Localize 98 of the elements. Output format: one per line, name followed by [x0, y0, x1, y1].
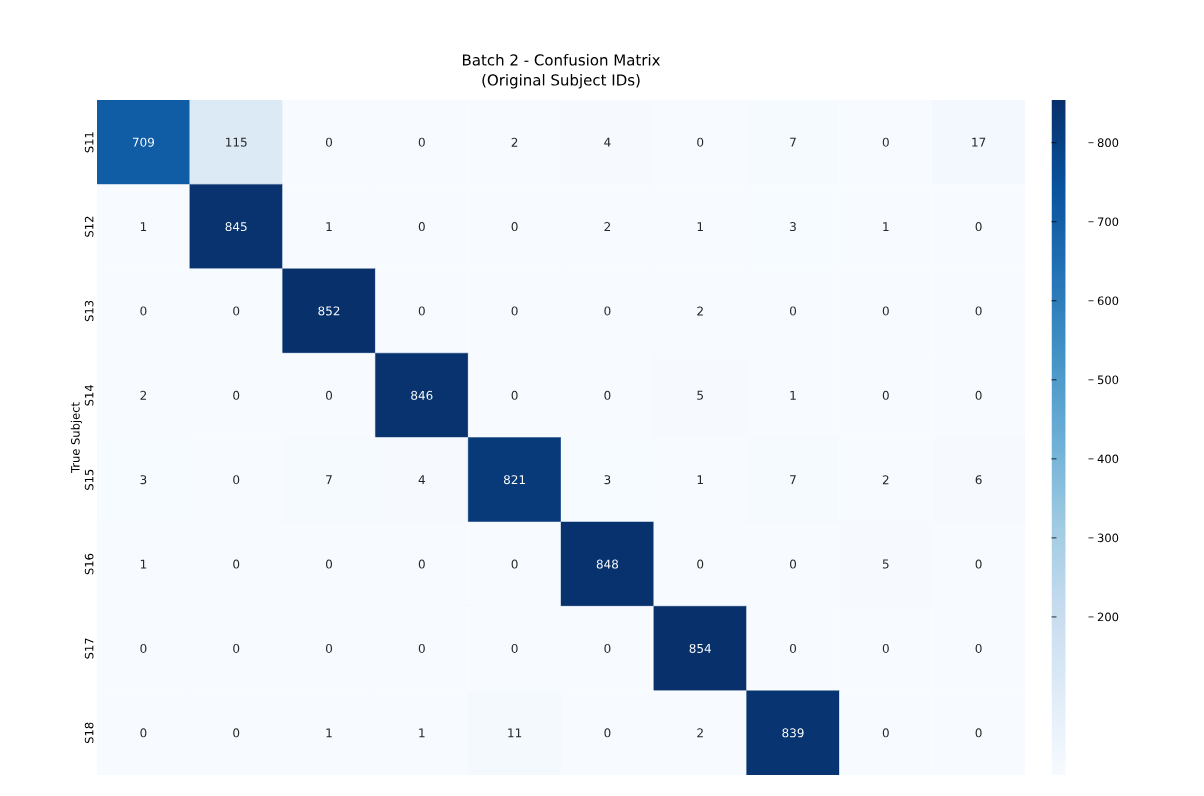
color-bar-label: 200 — [1097, 612, 1119, 622]
data-label: 7 — [790, 137, 796, 147]
data-label: 5 — [882, 559, 889, 569]
data-label: 0 — [418, 643, 425, 653]
data-label: 0 — [882, 728, 889, 738]
data-label: 1 — [326, 728, 332, 738]
data-label: 0 — [233, 475, 240, 485]
data-label: 0 — [975, 390, 982, 400]
data-label: 0 — [604, 306, 611, 316]
data-label: 0 — [233, 559, 240, 569]
data-label: 0 — [697, 137, 704, 147]
data-label: 0 — [511, 643, 518, 653]
data-label: 2 — [697, 306, 703, 316]
y-tick-label: S17 — [84, 638, 94, 659]
data-label: 0 — [882, 137, 889, 147]
data-label: 7 — [790, 475, 796, 485]
color-bar-label: 800 — [1097, 138, 1119, 148]
data-label: 115 — [226, 137, 247, 147]
data-label: 2 — [604, 222, 611, 232]
data-label: 0 — [233, 643, 240, 653]
data-label: 0 — [975, 306, 982, 316]
data-label: 0 — [604, 728, 611, 738]
data-label: 0 — [418, 222, 425, 232]
color-bar-label: 600 — [1097, 296, 1119, 306]
data-label: 1 — [883, 222, 889, 231]
data-label: 0 — [975, 728, 982, 738]
data-label: 0 — [604, 643, 611, 653]
data-label: 845 — [225, 222, 247, 232]
data-label: 0 — [325, 559, 333, 569]
data-label: 6 — [975, 475, 982, 485]
data-label: 1 — [419, 728, 425, 738]
data-label: 0 — [975, 559, 982, 569]
color-bar-label: 300 — [1097, 533, 1119, 543]
data-label: 3 — [140, 475, 147, 485]
data-label: 0 — [882, 643, 889, 653]
data-label: 4 — [604, 137, 611, 147]
y-tick-label: S15 — [84, 469, 94, 490]
data-label: 0 — [325, 643, 333, 653]
data-label: 0 — [418, 306, 425, 316]
y-tick-label: S14 — [84, 385, 94, 406]
data-label: 2 — [140, 390, 147, 400]
data-label: 1 — [326, 222, 332, 231]
data-label: 0 — [604, 390, 611, 400]
data-label: 1 — [140, 222, 147, 231]
chart-title: Batch 2 - Confusion Matrix — [462, 54, 661, 66]
data-label: 709 — [132, 137, 155, 147]
y-tick-label: S16 — [84, 553, 94, 575]
data-label: 2 — [511, 137, 518, 147]
data-label: 1 — [697, 475, 703, 485]
data-label: 2 — [882, 475, 889, 485]
data-label: 0 — [882, 390, 889, 400]
data-label: 0 — [418, 559, 425, 569]
color-bar-label: 500 — [1097, 375, 1119, 385]
data-label: 0 — [975, 643, 982, 653]
data-label: 0 — [140, 643, 147, 653]
data-label: 1 — [697, 222, 703, 231]
data-label: 0 — [233, 728, 240, 738]
data-label: 0 — [975, 222, 982, 232]
color-bar-label: 400 — [1097, 454, 1119, 464]
data-label: 846 — [411, 390, 433, 400]
chart-subtitle: (Original Subject IDs) — [482, 74, 640, 89]
data-label: 854 — [689, 643, 711, 653]
data-label: 1 — [140, 559, 147, 569]
data-label: 848 — [596, 559, 619, 569]
data-label: 0 — [140, 306, 147, 316]
data-label: 7 — [326, 475, 332, 485]
y-tick-label: S13 — [84, 300, 94, 322]
data-label: 0 — [233, 390, 240, 400]
data-label: 4 — [418, 475, 425, 485]
data-label: 0 — [511, 222, 518, 232]
y-tick-label: S11 — [84, 132, 94, 153]
y-axis-title: True Subject — [70, 402, 82, 474]
data-label: 0 — [789, 643, 797, 653]
data-label: 0 — [233, 306, 240, 316]
data-label: 1 — [790, 390, 796, 400]
data-label: 2 — [697, 728, 703, 738]
data-label: 5 — [697, 390, 703, 400]
data-label: 0 — [789, 306, 797, 316]
data-label: 0 — [418, 137, 425, 147]
color-bar-label: 700 — [1097, 217, 1119, 227]
data-label: 0 — [789, 559, 797, 569]
y-tick-label: S12 — [84, 216, 94, 237]
data-label: 821 — [503, 475, 525, 485]
data-label: 839 — [782, 728, 804, 738]
data-label: 0 — [511, 390, 518, 400]
data-label: 0 — [697, 559, 704, 569]
data-label: 852 — [318, 306, 340, 316]
data-label: 0 — [325, 390, 333, 400]
data-label: 11 — [508, 728, 522, 738]
y-tick-label: S18 — [84, 722, 94, 744]
data-label: 0 — [882, 306, 889, 316]
data-label: 0 — [325, 137, 333, 147]
data-label: 0 — [511, 306, 518, 316]
data-label: 3 — [604, 475, 611, 485]
data-label: 0 — [140, 728, 147, 738]
data-label: 3 — [790, 222, 796, 232]
data-label: 17 — [972, 137, 986, 147]
data-label: 0 — [511, 559, 518, 569]
